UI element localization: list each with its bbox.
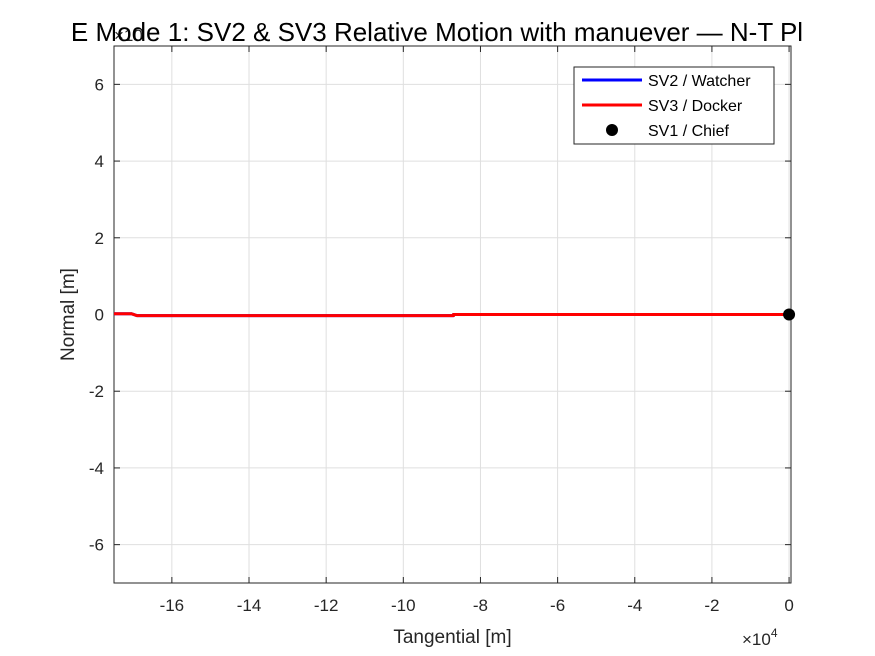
legend-items: SV2 / Watcher SV3 / Docker SV1 / Chief (582, 73, 751, 140)
y-axis-label: Normal [m] (58, 268, 79, 361)
y-axis-exponent: ×10 (114, 26, 143, 45)
legend: SV2 / Watcher SV3 / Docker SV1 / Chief (573, 66, 775, 145)
x-tick-label: -16 (160, 596, 185, 615)
x-tick-label: -14 (237, 596, 262, 615)
x-tick-label: -12 (314, 596, 339, 615)
series-layer (114, 308, 796, 321)
y-tick-labels: 6 4 2 0 -2 -4 -6 (89, 75, 104, 554)
x-tick-labels: -16 -14 -12 -10 -8 -6 -4 -2 0 (160, 596, 794, 615)
y-tick-label: -4 (89, 459, 104, 478)
x-exponent-base: ×10 (742, 630, 771, 649)
x-exponent-power: 4 (771, 626, 778, 640)
x-axis-label: Tangential [m] (393, 627, 511, 648)
legend-swatch-sv1-chief (606, 124, 618, 136)
legend-label-sv1-chief: SV1 / Chief (648, 123, 729, 140)
x-tick-label: -2 (704, 596, 719, 615)
y-tick-label: -6 (89, 536, 104, 555)
y-tick-label: 0 (95, 306, 104, 325)
legend-label-sv3-docker: SV3 / Docker (648, 98, 743, 115)
y-tick-label: -2 (89, 382, 104, 401)
y-tick-label: 6 (95, 75, 104, 94)
x-tick-label: -10 (391, 596, 416, 615)
x-axis-exponent: ×104 (742, 626, 778, 649)
chart-title: E Mode 1: SV2 & SV3 Relative Motion with… (71, 17, 803, 47)
x-tick-label: -8 (473, 596, 488, 615)
series-line-sv3-docker (114, 312, 790, 318)
y-tick-label: 4 (95, 152, 104, 171)
y-tick-label: 2 (95, 229, 104, 248)
x-tick-label: -4 (627, 596, 642, 615)
legend-label-sv2-watcher: SV2 / Watcher (648, 73, 751, 90)
x-tick-label: -6 (550, 596, 565, 615)
tick-marks (114, 46, 791, 583)
series-point-sv1-chief (783, 308, 796, 321)
x-tick-label: 0 (784, 596, 793, 615)
